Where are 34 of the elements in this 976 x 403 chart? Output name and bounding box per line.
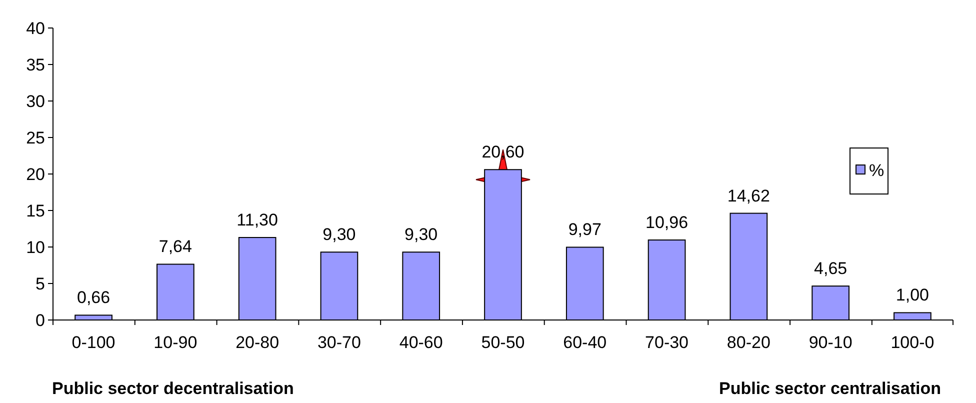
x-tick-label: 60-40 bbox=[563, 333, 607, 352]
x-tick-label: 70-30 bbox=[645, 333, 689, 352]
text: Public sector decentralisation bbox=[52, 379, 294, 398]
legend-label: % bbox=[869, 160, 884, 180]
y-tick-label: 5 bbox=[36, 274, 45, 294]
x-tick-label: 80-20 bbox=[726, 333, 770, 352]
y-tick-label: 25 bbox=[26, 128, 45, 148]
data-label: 4,65 bbox=[814, 259, 848, 278]
y-tick-label: 30 bbox=[26, 92, 45, 111]
data-label: 11,30 bbox=[236, 210, 278, 230]
x-tick-label: 0-100 bbox=[72, 333, 116, 352]
x-tick-label: 50-50 bbox=[481, 333, 525, 352]
data-label: 20,60 bbox=[482, 142, 524, 162]
y-tick-label: 40 bbox=[26, 18, 45, 38]
x-tick-label: 10-90 bbox=[154, 333, 198, 352]
data-label: 14,62 bbox=[727, 186, 770, 206]
data-label: 9,30 bbox=[322, 225, 356, 244]
x-tick-label: 30-70 bbox=[317, 333, 361, 352]
x-tick-label: 20-80 bbox=[236, 333, 280, 352]
x-tick-label: 40-60 bbox=[399, 333, 443, 352]
y-tick-label: 0 bbox=[36, 310, 45, 330]
data-label: 9,30 bbox=[404, 225, 438, 244]
y-tick-label: 20 bbox=[26, 164, 45, 184]
y-tick-label: 10 bbox=[26, 238, 45, 257]
text: Public sector centralisation bbox=[718, 379, 941, 398]
data-label: 10,96 bbox=[646, 212, 688, 232]
data-label: 7,64 bbox=[158, 237, 192, 256]
x-tick-label: 90-10 bbox=[808, 333, 852, 352]
data-label: 1,00 bbox=[896, 286, 930, 305]
x-tick-label: 100-0 bbox=[890, 333, 934, 352]
y-tick-label: 15 bbox=[26, 201, 45, 220]
data-label: 9,97 bbox=[568, 220, 602, 240]
y-tick-label: 35 bbox=[26, 55, 45, 74]
data-label: 0,66 bbox=[76, 288, 110, 308]
